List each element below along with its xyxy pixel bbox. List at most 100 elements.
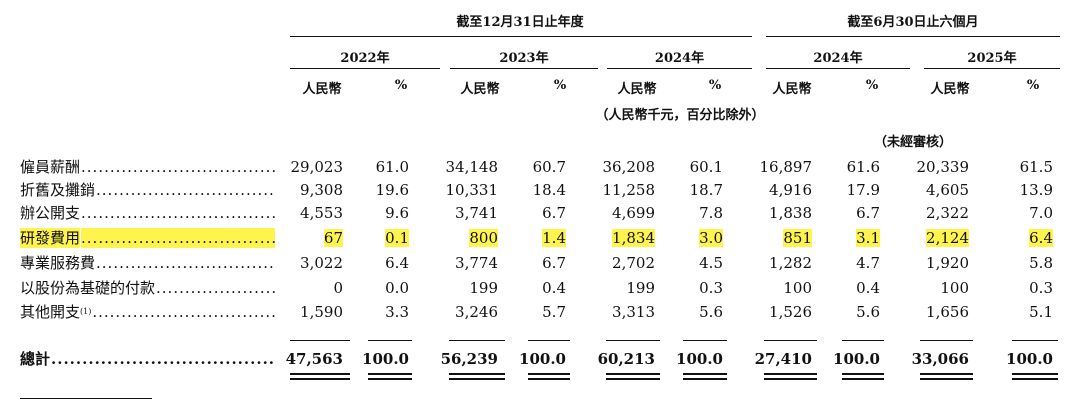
percent-cell: 3.3	[329, 302, 409, 322]
total-double-rule-upper	[920, 373, 973, 375]
group-header-six-months: 截至6月30日止六個月	[847, 15, 979, 30]
cell-value: 2,322	[926, 204, 969, 222]
cell-value: 1,834	[612, 229, 655, 247]
percent-cell: 6.7	[486, 203, 566, 223]
row-label-text: 辦公開支	[20, 204, 81, 222]
amount-cell: 1,838	[732, 203, 812, 223]
row-label-text: 以股份為基礎的付款	[20, 279, 156, 297]
cell-value: 9.6	[385, 204, 409, 222]
amount-cell: 1,590	[263, 302, 343, 322]
total-top-rule	[290, 340, 350, 341]
cell-value: 199	[626, 279, 655, 297]
cell-value: 9,308	[300, 181, 343, 199]
percent-cell: 100.0	[973, 349, 1053, 369]
total-double-rule-lower	[290, 378, 350, 380]
percent-cell: 6.4	[973, 228, 1053, 248]
total-double-rule-lower	[368, 378, 412, 380]
cell-value: 100.0	[1006, 350, 1053, 368]
year-rule	[766, 68, 910, 69]
cell-value: 1,526	[769, 303, 812, 321]
total-double-rule-upper	[528, 373, 570, 375]
cell-value: 3,774	[455, 254, 498, 272]
cell-value: 10,331	[445, 181, 499, 199]
percent-cell: 5.8	[973, 253, 1053, 273]
cell-value: 5.7	[542, 303, 566, 321]
cell-value: 1,282	[769, 254, 812, 272]
amount-cell: 1,834	[575, 228, 655, 248]
cell-value: 2,702	[612, 254, 655, 272]
cell-value: 100.0	[519, 350, 566, 368]
total-top-rule	[528, 340, 570, 341]
amount-cell: 4,699	[575, 203, 655, 223]
row-label: 研發費用....................................…	[20, 228, 275, 248]
cell-value: 60.7	[532, 158, 566, 176]
total-double-rule-lower	[528, 378, 570, 380]
row-label: 僱員薪酬....................................…	[20, 157, 275, 177]
leader-dots: ........................................…	[156, 279, 275, 297]
col-header-rmb: 人民幣	[617, 82, 657, 97]
row-label-text: 專業服務費	[20, 254, 96, 272]
cell-value: 100.0	[676, 350, 723, 368]
row-label: 其他開支(1).................................…	[20, 302, 275, 322]
cell-value: 800	[469, 229, 498, 247]
cell-value: 47,563	[285, 350, 343, 368]
cell-value: 2,124	[926, 229, 969, 247]
percent-cell: 6.7	[486, 253, 566, 273]
cell-value: 5.8	[1029, 254, 1053, 272]
total-top-rule	[449, 340, 505, 341]
amount-cell: 4,916	[732, 180, 812, 200]
col-header-rmb: 人民幣	[302, 82, 342, 97]
row-label-text: 總計	[20, 350, 51, 368]
percent-cell: 0.0	[329, 278, 409, 298]
amount-cell: 36,208	[575, 157, 656, 177]
percent-cell: 0.4	[800, 278, 880, 298]
cell-value: 4.7	[856, 254, 880, 272]
amount-cell: 3,313	[575, 302, 655, 322]
unit-note: （人民幣千元，百分比除外）	[595, 108, 765, 123]
total-double-rule-lower	[606, 378, 660, 380]
amount-cell: 3,741	[418, 203, 498, 223]
percent-cell: 61.5	[973, 157, 1053, 177]
percent-cell: 60.7	[486, 157, 566, 177]
unaudited-note: （未經審核）	[873, 135, 952, 150]
cell-value: 27,410	[754, 350, 812, 368]
percent-cell: 6.7	[800, 203, 880, 223]
year-rule	[450, 68, 598, 69]
percent-cell: 7.0	[973, 203, 1053, 223]
total-double-rule-upper	[764, 373, 817, 375]
cell-value: 5.6	[699, 303, 723, 321]
amount-cell: 3,022	[263, 253, 343, 273]
percent-cell: 18.7	[643, 180, 723, 200]
amount-cell: 20,339	[889, 157, 970, 177]
year-header: 2025年	[967, 51, 1017, 66]
leader-dots: ........................................…	[51, 350, 275, 368]
percent-cell: 9.6	[329, 203, 409, 223]
year-rule	[290, 68, 440, 69]
amount-cell: 60,213	[575, 349, 655, 369]
amount-cell: 1,920	[889, 253, 969, 273]
cell-value: 1,920	[926, 254, 969, 272]
cell-value: 1,590	[300, 303, 343, 321]
cell-value: 1.4	[542, 229, 566, 247]
amount-cell: 10,331	[418, 180, 499, 200]
amount-cell: 4,605	[889, 180, 969, 200]
amount-cell: 800	[418, 228, 498, 248]
amount-cell: 34,148	[418, 157, 499, 177]
amount-cell: 199	[418, 278, 498, 298]
total-double-rule-upper	[842, 373, 884, 375]
leader-dots: ........................................…	[96, 181, 275, 199]
cell-value: 20,339	[916, 158, 970, 176]
percent-cell: 3.1	[800, 228, 880, 248]
amount-cell: 27,410	[732, 349, 812, 369]
cell-value: 34,148	[445, 158, 499, 176]
cell-value: 33,066	[911, 350, 969, 368]
group-rule-annual	[290, 36, 752, 37]
cell-value: 61.5	[1019, 158, 1053, 176]
amount-cell: 2,124	[889, 228, 969, 248]
percent-cell: 100.0	[486, 349, 566, 369]
footnote-separator	[20, 398, 152, 399]
amount-cell: 47,563	[263, 349, 343, 369]
percent-cell: 0.4	[486, 278, 566, 298]
cell-value: 17.9	[846, 181, 880, 199]
cell-value: 0.3	[1029, 279, 1053, 297]
